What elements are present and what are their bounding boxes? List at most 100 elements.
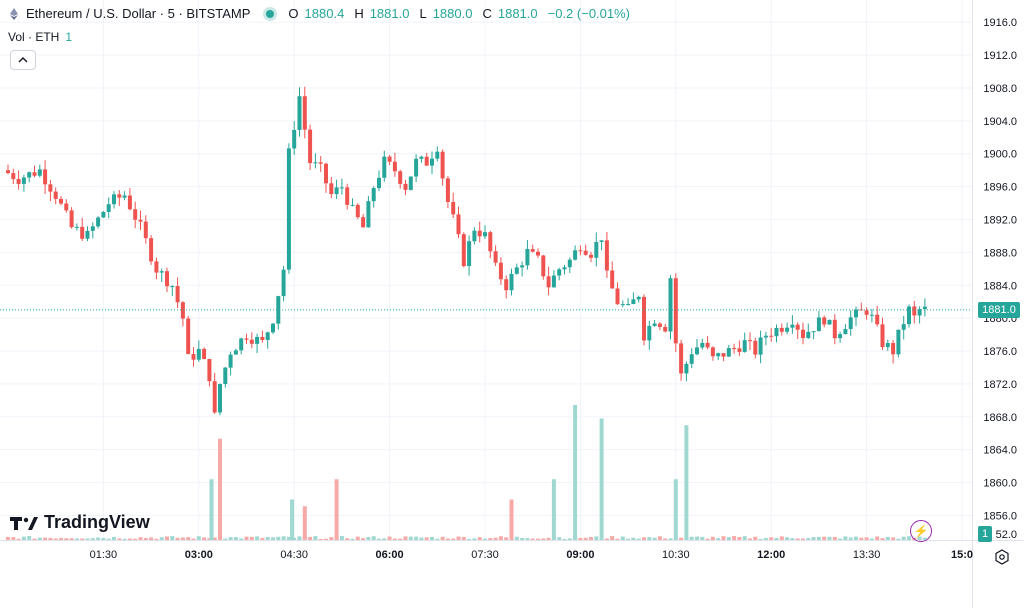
- volume-bar: [520, 537, 525, 540]
- volume-bar: [763, 537, 768, 540]
- volume-bar: [271, 537, 275, 540]
- candle-body: [122, 195, 127, 198]
- candle-body: [907, 306, 911, 325]
- volume-bar: [604, 538, 609, 540]
- flash-icon[interactable]: ⚡: [910, 520, 932, 542]
- volume-bar: [843, 536, 848, 540]
- volume-spike-bar: [599, 418, 604, 540]
- candle-body: [700, 342, 705, 348]
- candle-body: [324, 163, 328, 184]
- candle-body: [43, 169, 48, 185]
- candle-body: [32, 172, 37, 176]
- volume-tag: 1: [978, 526, 992, 542]
- candle-body: [785, 327, 790, 332]
- candle-body: [419, 156, 424, 159]
- volume-bar: [880, 538, 885, 540]
- volume-spike-bar: [673, 479, 678, 540]
- candle-body: [620, 304, 625, 306]
- volume-bar: [801, 538, 805, 540]
- candle-body: [663, 326, 668, 332]
- low-value: 1880.0: [432, 6, 473, 21]
- volume-bar: [382, 538, 387, 540]
- candle-body: [361, 217, 366, 228]
- volume-bar: [80, 538, 85, 540]
- last-price-tag: 1881.0: [978, 301, 1020, 318]
- volume-bar: [859, 537, 864, 540]
- candle-body: [112, 194, 116, 205]
- candle-body: [594, 241, 599, 258]
- volume-spike-bar: [684, 425, 689, 540]
- volume-bar: [896, 538, 901, 540]
- volume-bar: [477, 537, 482, 540]
- candle-body: [891, 343, 896, 355]
- candle-body: [875, 314, 880, 325]
- candle-body: [509, 273, 514, 291]
- volume-bar: [583, 537, 588, 540]
- candle-body: [832, 319, 837, 339]
- symbol-title[interactable]: Ethereum / U.S. Dollar · 5 · BITSTAMP: [26, 6, 251, 21]
- candle-body: [790, 324, 795, 328]
- volume-bar: [832, 536, 837, 540]
- volume-bar: [695, 536, 699, 540]
- volume-bar: [514, 536, 519, 540]
- volume-bar: [11, 537, 16, 540]
- volume-bar: [907, 536, 911, 540]
- price-tick-label: 1872.0: [983, 379, 1017, 391]
- tradingview-logo[interactable]: TradingView: [10, 512, 150, 533]
- candle-body: [101, 211, 106, 218]
- price-tick-label: 1892.0: [983, 215, 1017, 227]
- candle-body: [636, 296, 641, 300]
- volume-bar: [281, 536, 286, 540]
- candle-body: [456, 214, 461, 235]
- volume-bar: [652, 537, 657, 540]
- volume-bar: [127, 538, 132, 540]
- candle-body: [223, 367, 228, 384]
- volume-bar: [710, 536, 715, 540]
- candle-body: [143, 221, 148, 239]
- candle-body: [403, 183, 408, 190]
- volume-bar: [165, 536, 169, 540]
- candle-body: [435, 151, 440, 159]
- time-tick-label: 06:00: [376, 549, 404, 561]
- volume-bar: [891, 537, 896, 540]
- volume-spike-bar: [334, 479, 339, 540]
- collapse-legend-button[interactable]: [10, 50, 36, 70]
- logo-text: TradingView: [44, 512, 150, 532]
- candle-body: [233, 350, 238, 355]
- volume-bar: [567, 538, 572, 540]
- volume-bar: [313, 536, 318, 540]
- volume-bar: [260, 537, 265, 540]
- volume-bar: [361, 538, 366, 540]
- candle-body: [652, 323, 657, 326]
- candle-body: [647, 325, 652, 341]
- candle-body: [292, 129, 297, 149]
- candle-body: [398, 171, 403, 184]
- volume-bar: [96, 537, 101, 540]
- candle-body: [472, 230, 477, 242]
- volume-bar: [265, 537, 270, 540]
- candle-body: [488, 232, 493, 252]
- volume-bar: [196, 536, 201, 540]
- candle-body: [917, 309, 922, 316]
- volume-bar: [732, 536, 737, 540]
- volume-bar: [85, 538, 90, 540]
- volume-bar: [286, 536, 291, 540]
- volume-bar: [769, 537, 774, 540]
- candle-body: [763, 335, 768, 338]
- volume-bar: [355, 536, 360, 540]
- volume-bar: [276, 536, 281, 540]
- volume-bar: [64, 538, 69, 540]
- volume-bar: [488, 538, 493, 540]
- candle-body: [228, 354, 233, 368]
- settings-icon[interactable]: [994, 549, 1010, 565]
- volume-bar: [233, 537, 238, 540]
- candle-body: [6, 170, 10, 174]
- candle-body: [615, 288, 620, 305]
- volume-bar: [679, 537, 684, 540]
- candle-body: [313, 162, 318, 164]
- volume-bar: [133, 538, 138, 540]
- time-tick-label: 07:30: [471, 549, 499, 561]
- candle-body: [869, 314, 874, 316]
